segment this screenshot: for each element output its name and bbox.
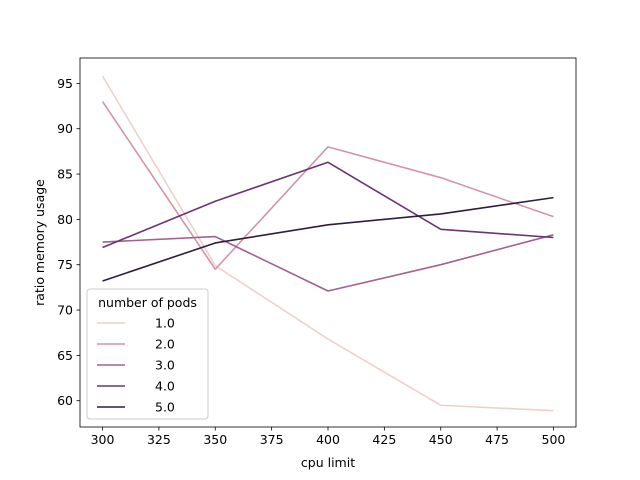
legend-items: 1.0 2.0 3.0 4.0 5.0: [97, 316, 175, 415]
legend-label: 3.0: [155, 358, 175, 373]
series-lines: [101, 75, 554, 412]
x-tick-label: 500: [542, 432, 566, 447]
y-tick-label: 60: [57, 393, 73, 408]
x-tick-label: 350: [203, 432, 227, 447]
x-tick-label: 300: [91, 432, 115, 447]
x-tick-label: 450: [429, 432, 453, 447]
legend-label: 1.0: [155, 316, 175, 331]
x-tick-label: 400: [316, 432, 340, 447]
series-line-1.0: [101, 75, 554, 412]
series-line-2.0: [101, 101, 554, 271]
y-tick-label: 90: [57, 121, 73, 136]
x-tick-label: 325: [147, 432, 171, 447]
series-line-3.0: [102, 234, 554, 292]
y-tick-label: 85: [57, 167, 73, 182]
y-tick-label: 80: [57, 212, 73, 227]
x-axis: 300 325 350 375 400 425 450 475 500: [91, 427, 566, 447]
y-axis: 60 65 70 75 80 85 90 95: [57, 76, 80, 408]
x-axis-label: cpu limit: [301, 455, 355, 470]
legend-label: 4.0: [155, 379, 175, 394]
y-tick-label: 75: [57, 257, 73, 272]
legend-label: 2.0: [155, 337, 175, 352]
series-line-5.0: [102, 196, 554, 282]
legend-label: 5.0: [155, 400, 175, 415]
y-tick-label: 70: [57, 303, 73, 318]
x-tick-label: 375: [260, 432, 284, 447]
x-tick-label: 475: [485, 432, 509, 447]
series-line-4.0: [102, 161, 554, 249]
y-tick-label: 95: [57, 76, 73, 91]
y-tick-label: 65: [57, 348, 73, 363]
legend: number of pods 1.0 2.0 3.0 4.0 5.0: [86, 288, 209, 420]
legend-title: number of pods: [98, 295, 197, 310]
y-axis-label: ratio memory usage: [32, 179, 47, 306]
x-tick-label: 425: [372, 432, 396, 447]
